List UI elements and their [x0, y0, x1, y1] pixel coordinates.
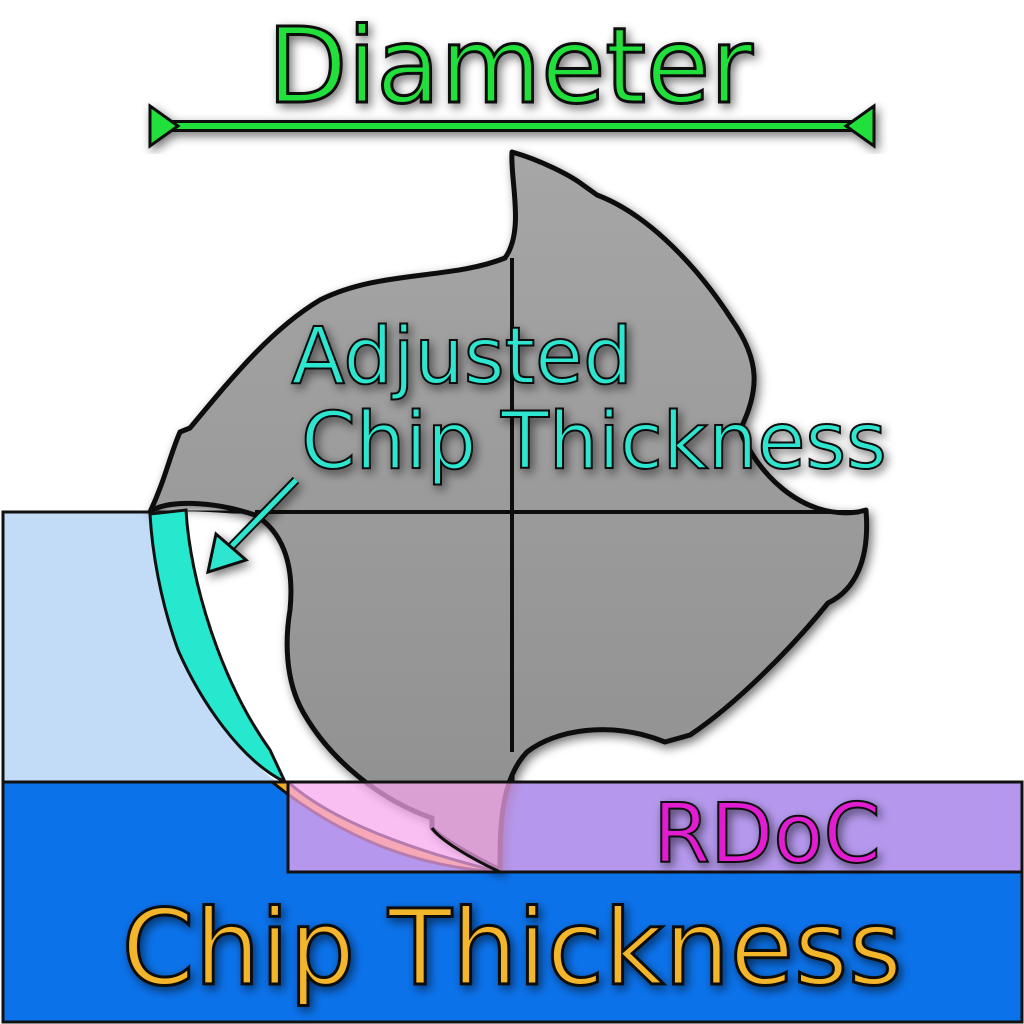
rdoc-label: RDoC	[653, 787, 881, 882]
cut-clearance	[150, 511, 500, 872]
adjusted-arrow	[206, 476, 300, 575]
adjusted-label-line2: Chip Thickness	[301, 397, 886, 487]
adjusted-label-line1: Adjusted	[291, 312, 632, 402]
adjusted-arrow-head	[206, 531, 250, 575]
rdoc-band	[286, 780, 1024, 874]
diameter-dimension	[148, 103, 876, 149]
tool-cut-edge	[430, 827, 501, 874]
diameter-label: Diameter	[267, 5, 753, 127]
diameter-arrow-right	[843, 103, 876, 149]
adjusted-chip-region	[148, 508, 289, 786]
chip-thickness-label: Chip Thickness	[122, 887, 903, 1009]
diameter-arrow-left	[148, 103, 181, 149]
